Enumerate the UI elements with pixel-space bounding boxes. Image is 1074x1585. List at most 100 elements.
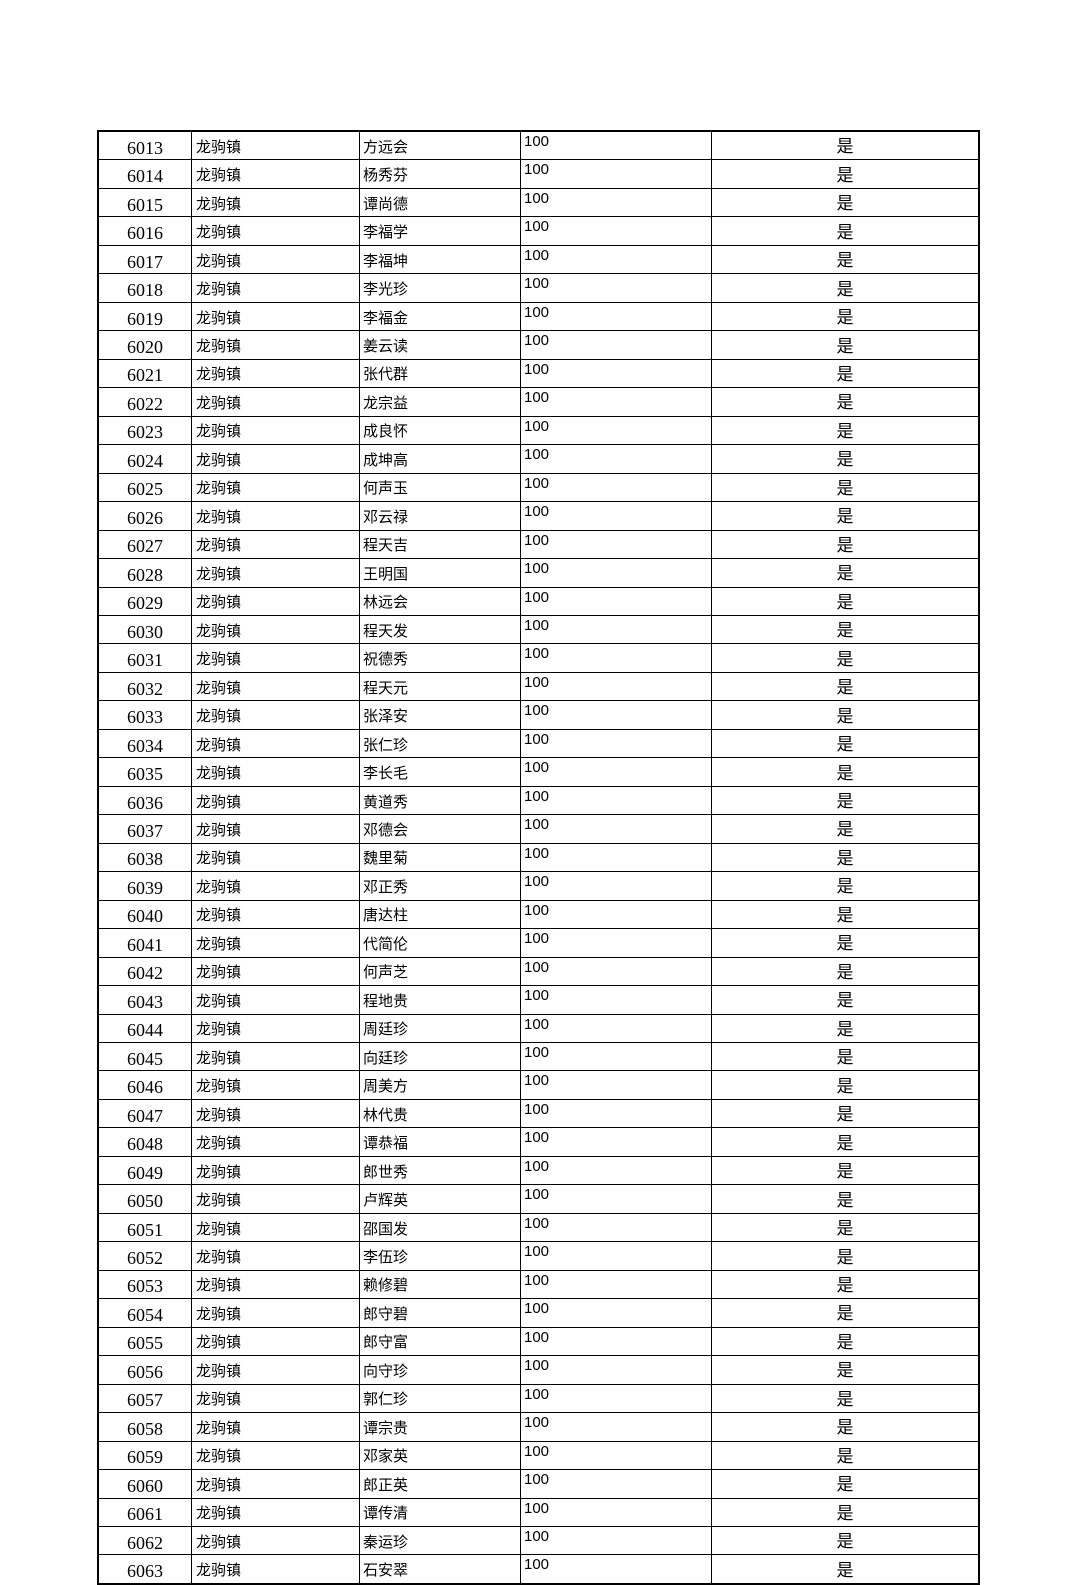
cell-town: 龙驹镇 <box>191 1070 360 1100</box>
cell-flag: 是 <box>711 1497 980 1527</box>
cell-id: 6021 <box>97 358 192 389</box>
cell-amount: 100 <box>520 643 712 673</box>
table-row: 6016 龙驹镇 李福学 100 是 <box>97 216 980 246</box>
table-row: 6045 龙驹镇 向廷珍 100 是 <box>97 1041 980 1072</box>
cell-flag: 是 <box>711 216 980 246</box>
cell-name: 谭尚德 <box>359 187 521 218</box>
cell-town: 龙驹镇 <box>191 387 360 417</box>
cell-id: 6026 <box>97 501 192 531</box>
cell-flag: 是 <box>711 757 980 787</box>
cell-name: 卢辉英 <box>359 1184 521 1214</box>
cell-id: 6040 <box>97 899 192 930</box>
table-row: 6034 龙驹镇 张仁珍 100 是 <box>97 728 980 759</box>
cell-amount: 100 <box>520 785 712 816</box>
table-row: 6037 龙驹镇 邓德会 100 是 <box>97 814 980 844</box>
cell-id: 6038 <box>97 842 192 873</box>
cell-flag: 是 <box>711 1070 980 1100</box>
table-row: 6028 龙驹镇 王明国 100 是 <box>97 558 980 588</box>
cell-town: 龙驹镇 <box>191 614 360 645</box>
cell-town: 龙驹镇 <box>191 899 360 930</box>
cell-town: 龙驹镇 <box>191 558 360 588</box>
cell-id: 6033 <box>97 700 192 730</box>
cell-town: 龙驹镇 <box>191 358 360 389</box>
table-row: 6049 龙驹镇 郎世秀 100 是 <box>97 1155 980 1186</box>
table-row: 6047 龙驹镇 林代贵 100 是 <box>97 1098 980 1129</box>
table-row: 6031 龙驹镇 祝德秀 100 是 <box>97 643 980 673</box>
cell-id: 6063 <box>97 1554 192 1585</box>
subsidy-table: 6013 龙驹镇 方远会 100 是 6014 龙驹镇 杨秀芬 100 是 6015 龙驹镇 谭尚德 10… <box>97 130 980 1585</box>
table-row: 6043 龙驹镇 程地贵 100 是 <box>97 985 980 1015</box>
cell-name: 程天发 <box>359 614 521 645</box>
cell-name: 唐达柱 <box>359 899 521 930</box>
cell-name: 邵国发 <box>359 1212 521 1243</box>
cell-id: 6052 <box>97 1241 192 1271</box>
cell-town: 龙驹镇 <box>191 1098 360 1129</box>
cell-id: 6047 <box>97 1098 192 1129</box>
table-row: 6048 龙驹镇 谭恭福 100 是 <box>97 1127 980 1157</box>
cell-flag: 是 <box>711 985 980 1015</box>
cell-name: 郎世秀 <box>359 1155 521 1186</box>
cell-town: 龙驹镇 <box>191 130 360 161</box>
cell-amount: 100 <box>520 814 712 844</box>
table-row: 6035 龙驹镇 李长毛 100 是 <box>97 757 980 787</box>
cell-flag: 是 <box>711 671 980 702</box>
cell-amount: 100 <box>520 130 712 161</box>
cell-flag: 是 <box>711 1355 980 1385</box>
cell-name: 赖修碧 <box>359 1269 521 1300</box>
cell-flag: 是 <box>711 899 980 930</box>
cell-name: 郭仁珍 <box>359 1383 521 1414</box>
cell-id: 6039 <box>97 871 192 901</box>
cell-name: 林代贵 <box>359 1098 521 1129</box>
cell-id: 6053 <box>97 1269 192 1300</box>
cell-town: 龙驹镇 <box>191 1383 360 1414</box>
cell-town: 龙驹镇 <box>191 1497 360 1527</box>
table-row: 6020 龙驹镇 姜云读 100 是 <box>97 330 980 360</box>
table-row: 6055 龙驹镇 郎守富 100 是 <box>97 1326 980 1357</box>
cell-town: 龙驹镇 <box>191 1041 360 1072</box>
cell-id: 6027 <box>97 529 192 560</box>
cell-id: 6049 <box>97 1155 192 1186</box>
cell-id: 6030 <box>97 614 192 645</box>
cell-town: 龙驹镇 <box>191 187 360 218</box>
cell-flag: 是 <box>711 814 980 844</box>
cell-name: 姜云读 <box>359 330 521 360</box>
cell-name: 石安翠 <box>359 1554 521 1585</box>
cell-id: 6035 <box>97 757 192 787</box>
cell-amount: 100 <box>520 1269 712 1300</box>
table-row: 6023 龙驹镇 成良怀 100 是 <box>97 415 980 446</box>
cell-flag: 是 <box>711 358 980 389</box>
cell-name: 秦运珍 <box>359 1525 521 1556</box>
cell-name: 成坤高 <box>359 444 521 474</box>
cell-name: 邓德会 <box>359 814 521 844</box>
cell-amount: 100 <box>520 1212 712 1243</box>
cell-amount: 100 <box>520 928 712 958</box>
cell-name: 张代群 <box>359 358 521 389</box>
cell-name: 黄道秀 <box>359 785 521 816</box>
table-row: 6022 龙驹镇 龙宗益 100 是 <box>97 387 980 417</box>
cell-name: 张仁珍 <box>359 728 521 759</box>
cell-town: 龙驹镇 <box>191 501 360 531</box>
cell-town: 龙驹镇 <box>191 1155 360 1186</box>
cell-amount: 100 <box>520 444 712 474</box>
cell-id: 6059 <box>97 1440 192 1471</box>
cell-flag: 是 <box>711 785 980 816</box>
cell-id: 6043 <box>97 985 192 1015</box>
table-row: 6051 龙驹镇 邵国发 100 是 <box>97 1212 980 1243</box>
table-row: 6056 龙驹镇 向守珍 100 是 <box>97 1355 980 1385</box>
cell-id: 6055 <box>97 1326 192 1357</box>
cell-amount: 100 <box>520 558 712 588</box>
cell-town: 龙驹镇 <box>191 1241 360 1271</box>
cell-amount: 100 <box>520 1127 712 1157</box>
table-row: 6054 龙驹镇 郎守碧 100 是 <box>97 1298 980 1328</box>
cell-name: 祝德秀 <box>359 643 521 673</box>
table-row: 6038 龙驹镇 魏里菊 100 是 <box>97 842 980 873</box>
cell-amount: 100 <box>520 1355 712 1385</box>
cell-name: 邓云禄 <box>359 501 521 531</box>
cell-id: 6048 <box>97 1127 192 1157</box>
cell-name: 杨秀芬 <box>359 159 521 189</box>
cell-town: 龙驹镇 <box>191 529 360 560</box>
cell-id: 6050 <box>97 1184 192 1214</box>
table-row: 6052 龙驹镇 李伍珍 100 是 <box>97 1241 980 1271</box>
table-row: 6032 龙驹镇 程天元 100 是 <box>97 671 980 702</box>
cell-flag: 是 <box>711 1525 980 1556</box>
